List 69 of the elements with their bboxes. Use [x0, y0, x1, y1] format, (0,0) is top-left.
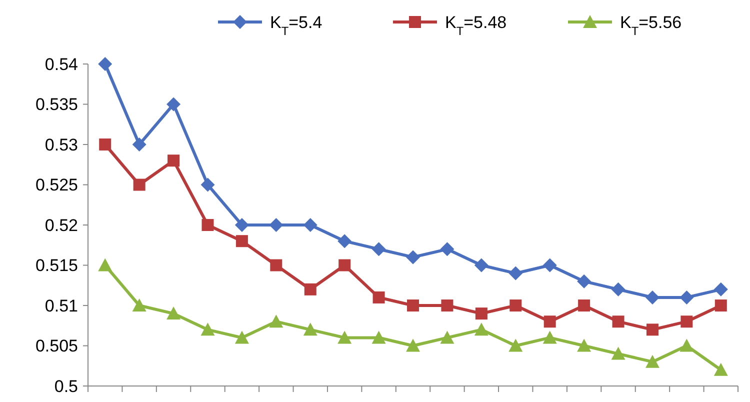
point	[714, 282, 728, 296]
point	[338, 234, 352, 248]
point	[372, 242, 386, 256]
y-tick-label: 0.535	[35, 95, 78, 114]
point	[338, 259, 351, 272]
point	[508, 338, 523, 352]
point	[99, 138, 112, 150]
point	[680, 290, 694, 304]
point	[270, 259, 282, 272]
point	[132, 138, 146, 152]
point	[372, 330, 386, 344]
point	[611, 346, 626, 360]
point	[680, 316, 693, 328]
point	[510, 300, 522, 312]
point	[234, 330, 249, 344]
point	[542, 258, 557, 272]
point	[303, 322, 318, 336]
point	[714, 300, 727, 312]
point	[578, 300, 590, 312]
point	[98, 258, 112, 272]
point	[612, 316, 624, 328]
y-tick-label: 0.505	[35, 336, 78, 356]
point	[166, 97, 181, 112]
point	[474, 322, 488, 336]
point	[303, 218, 318, 232]
point	[440, 330, 454, 344]
point	[234, 218, 249, 232]
point	[133, 178, 146, 191]
point	[168, 154, 180, 167]
point	[406, 338, 420, 352]
point	[646, 324, 658, 336]
point	[236, 235, 248, 248]
point	[475, 308, 488, 320]
point	[407, 300, 419, 312]
y-tick-label: 0.51	[44, 296, 78, 316]
point	[132, 298, 146, 312]
point	[645, 354, 660, 368]
point	[406, 250, 420, 264]
y-tick-label: 0.515	[35, 256, 78, 276]
point	[508, 266, 523, 280]
y-tick-label: 0.5	[54, 376, 78, 396]
y-tick-label: 0.525	[35, 176, 78, 195]
point	[645, 290, 660, 304]
y-tick-label: 0.54	[44, 54, 78, 74]
point	[440, 242, 454, 256]
point	[304, 283, 316, 296]
point	[680, 338, 694, 352]
point	[166, 306, 181, 320]
legend-label: K$_{T}$=5.4	[270, 12, 322, 38]
point	[269, 218, 284, 232]
point	[202, 219, 214, 231]
point	[611, 282, 626, 296]
point	[441, 300, 454, 312]
y-tick-label: 0.52	[44, 216, 78, 235]
point	[200, 322, 215, 336]
legend-label: K$_{T}$=5.56	[620, 12, 682, 38]
point	[372, 291, 385, 304]
point	[98, 57, 112, 71]
legend-label: K$_{T}$=5.48	[445, 12, 507, 38]
point	[200, 178, 215, 192]
y-tick-label: 0.53	[44, 135, 78, 154]
point	[474, 258, 488, 272]
point	[542, 330, 557, 344]
point	[577, 338, 592, 352]
point	[338, 330, 352, 344]
point	[577, 274, 592, 288]
point	[544, 316, 556, 328]
point	[714, 362, 728, 376]
point	[269, 314, 284, 328]
